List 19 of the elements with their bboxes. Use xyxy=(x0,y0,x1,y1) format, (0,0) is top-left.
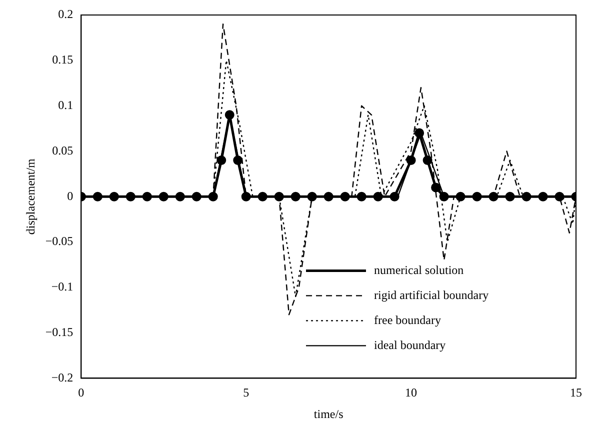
x-axis-title: time/s xyxy=(314,406,344,421)
y-tick-label: −0.15 xyxy=(45,324,74,339)
x-tick-label: 10 xyxy=(405,386,418,400)
y-tick-label: 0.2 xyxy=(58,7,74,22)
y-tick-label: −0.05 xyxy=(45,234,74,248)
y-tick-label: 0 xyxy=(67,188,74,203)
y-tick-label: 0.1 xyxy=(58,98,74,112)
legend-label: rigid artificial boundary xyxy=(374,288,489,302)
legend-label: free boundary xyxy=(374,312,441,327)
x-tick-label: 5 xyxy=(243,386,250,400)
legend-label: ideal boundary xyxy=(374,338,446,352)
y-axis-title: displacement/m xyxy=(23,158,38,235)
x-tick-label: 0 xyxy=(78,386,84,400)
y-tick-label: 0.05 xyxy=(52,143,74,158)
x-tick-label: 15 xyxy=(570,386,582,400)
y-tick-label: −0.1 xyxy=(51,280,74,294)
legend-label: numerical solution xyxy=(374,262,464,277)
y-tick-label: 0.15 xyxy=(52,52,74,67)
y-tick-label: −0.2 xyxy=(51,370,74,384)
